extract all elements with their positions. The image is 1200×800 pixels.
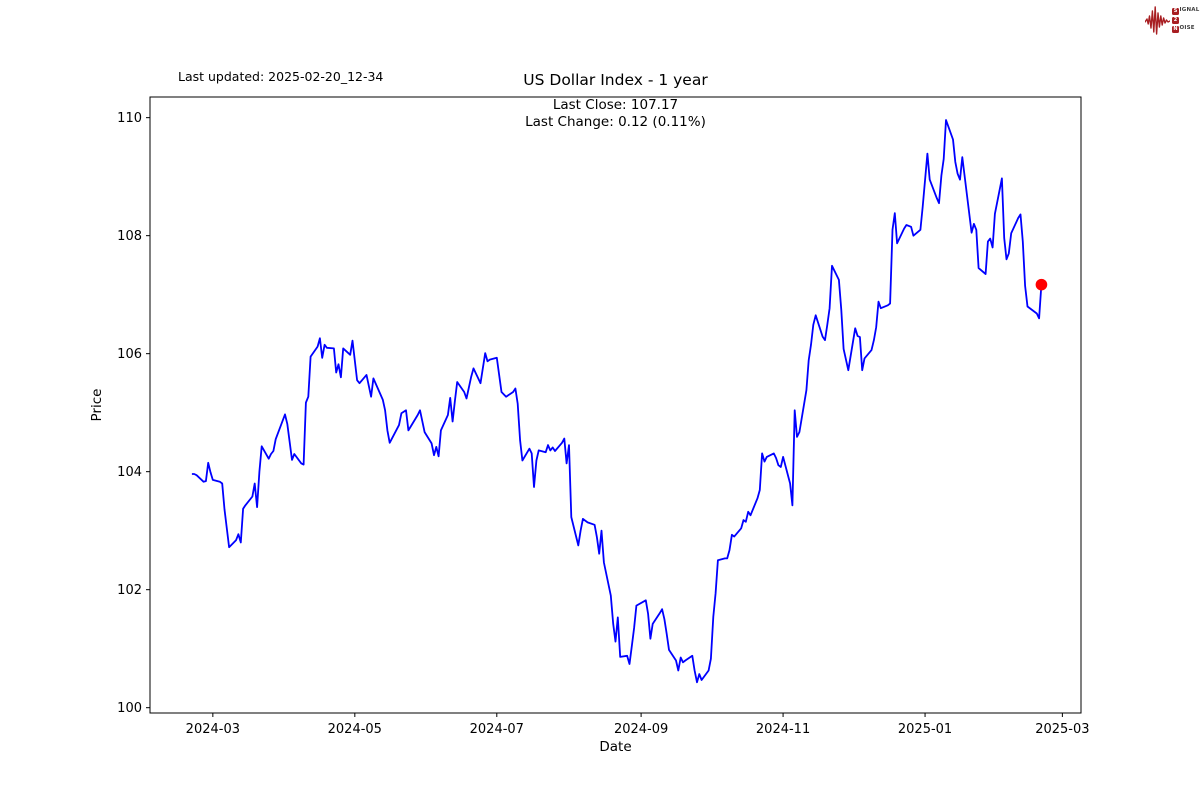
x-tick-label: 2024-07 [470,722,524,737]
x-tick-label: 2024-09 [614,722,668,737]
signal2noise-logo: S IGNAL 2 N OISE [1145,5,1199,35]
x-tick-label: 2024-03 [186,722,240,737]
logo-row-noise: N OISE [1172,25,1199,33]
y-axis-label: Price [89,389,105,422]
y-tick-label: 100 [117,701,142,716]
logo-row-2: 2 [1172,16,1199,24]
y-tick-label: 104 [117,465,142,480]
y-tick-label: 106 [117,347,142,362]
logo-rest-oise: OISE [1179,25,1195,32]
x-tick-label: 2024-05 [328,722,382,737]
logo-rest-ignal: IGNAL [1179,7,1200,14]
last-close-annotation: Last Close: 107.17 [552,97,679,113]
y-tick-label: 102 [117,583,142,598]
last-price-marker [1035,278,1048,291]
logo-row-signal: S IGNAL [1172,7,1199,15]
plot-border [149,96,1082,714]
y-tick-label: 108 [117,229,142,244]
x-tick-label: 2025-01 [898,722,952,737]
x-tick-label: 2025-03 [1035,722,1089,737]
x-tick-label: 2024-11 [756,722,810,737]
y-tick-label: 110 [117,111,142,126]
chart-title: US Dollar Index - 1 year [523,71,708,89]
price-line [191,119,1043,684]
x-axis-label: Date [599,739,631,755]
last-change-annotation: Last Change: 0.12 (0.11%) [525,113,706,130]
logo-letterbox-s: S [1172,7,1179,15]
logo-text: S IGNAL 2 N OISE [1172,7,1199,33]
logo-letterbox-2: 2 [1172,16,1179,24]
logo-letterbox-n: N [1172,25,1179,33]
last-updated-text: Last updated: 2025-02-20_12-34 [178,69,384,84]
waveform-icon [1145,6,1170,35]
